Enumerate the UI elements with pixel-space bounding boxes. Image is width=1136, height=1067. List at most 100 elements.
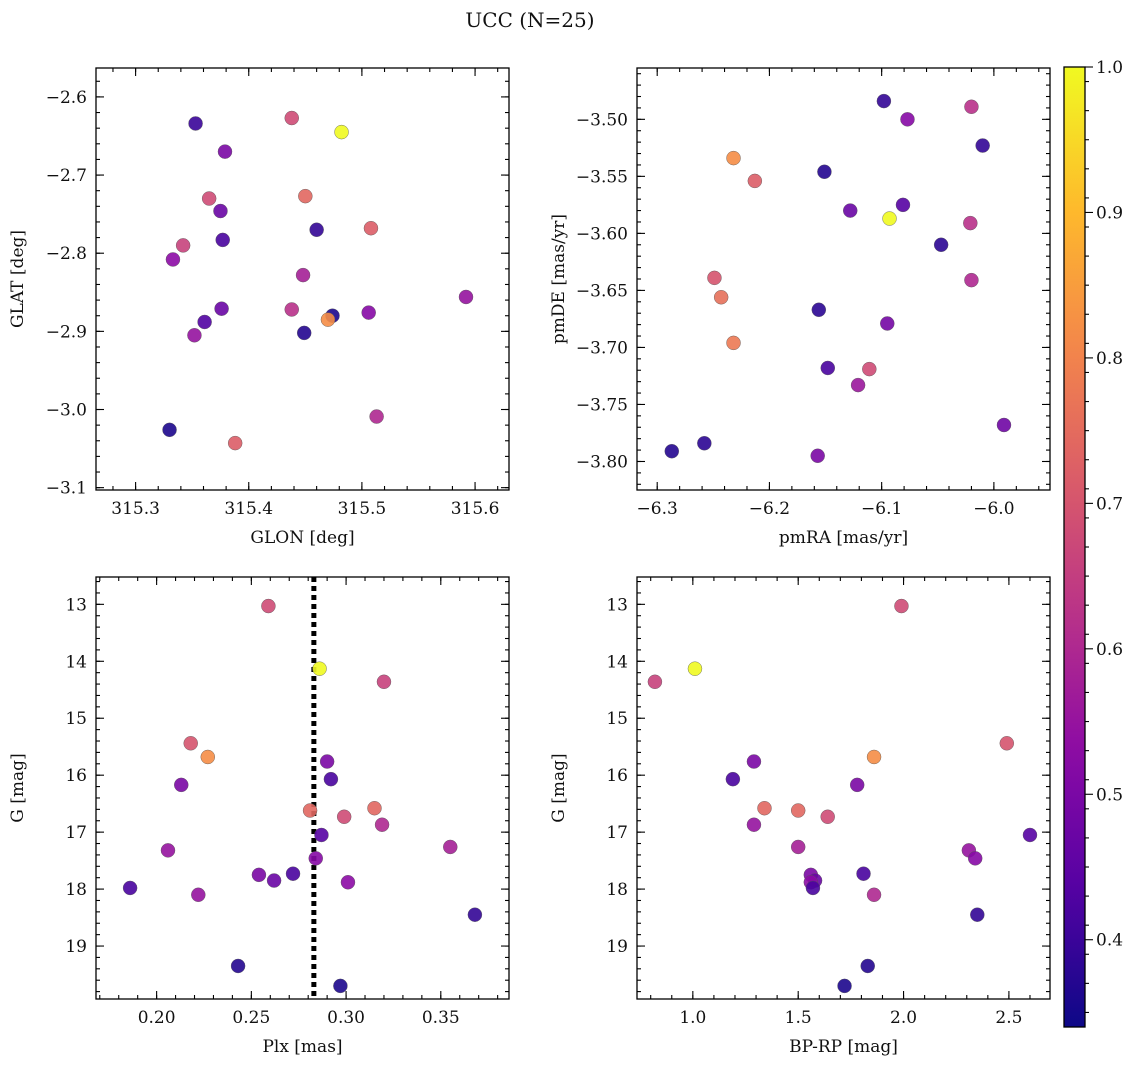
- scatter-point: [856, 866, 871, 881]
- scatter-point: [230, 958, 246, 974]
- scatter-point: [201, 191, 217, 206]
- axes-frame: [95, 576, 510, 1000]
- scatter-point: [309, 222, 324, 237]
- scatter-point: [967, 851, 983, 866]
- x-tick-label: −6.2: [749, 499, 790, 519]
- scatter-point: [866, 887, 882, 902]
- scatter-point: [467, 907, 483, 922]
- y-axis-label: GLAT [deg]: [8, 230, 28, 328]
- x-tick-label: 1.0: [679, 1008, 706, 1028]
- colorbar-tick-label: 1.0: [1096, 58, 1123, 78]
- x-tick-label: −6.0: [973, 499, 1014, 519]
- y-tick-label: 17: [606, 823, 628, 843]
- y-tick-label: 14: [606, 652, 628, 672]
- y-tick-label: 19: [606, 937, 628, 957]
- scatter-point: [850, 377, 866, 393]
- scatter-point: [333, 978, 348, 994]
- y-tick-label: 14: [65, 652, 87, 672]
- y-tick-label: −3.1: [46, 479, 87, 499]
- scatter-point: [811, 302, 827, 317]
- scatter-point: [817, 164, 832, 179]
- colorbar-frame: [1063, 66, 1086, 1028]
- y-tick-label: −3.80: [576, 452, 628, 472]
- scatter-point: [746, 754, 762, 769]
- colorbar-tick-label: 0.7: [1096, 494, 1123, 514]
- scatter-point: [862, 361, 877, 377]
- y-tick-label: −2.7: [46, 166, 87, 186]
- scatter-point: [261, 598, 276, 614]
- scatter-point: [882, 211, 897, 226]
- y-tick-label: 18: [65, 880, 87, 900]
- scatter-point: [369, 409, 384, 424]
- panel-3: 0.20 0.25 0.30 0.35 13 14 15 16 17 18 19 Plx [mas] G…: [8, 576, 510, 1057]
- scatter-point: [284, 302, 299, 317]
- scatter-point: [964, 272, 979, 288]
- scatter-point: [174, 777, 189, 793]
- scatter-point: [188, 116, 203, 131]
- y-tick-label: −3.50: [576, 110, 628, 130]
- y-tick-label: −2.8: [46, 244, 87, 264]
- colorbar-gradient: [1064, 67, 1085, 1027]
- scatter-point: [843, 203, 858, 218]
- x-axis-label: pmRA [mas/yr]: [779, 528, 908, 548]
- scatter-point: [227, 435, 243, 451]
- scatter-point: [308, 851, 323, 866]
- x-tick-label: 0.35: [422, 1008, 460, 1028]
- scatter-point: [975, 138, 990, 153]
- scatter-point: [713, 290, 729, 305]
- axes-frame: [95, 67, 510, 491]
- x-axis-label: GLON [deg]: [250, 528, 354, 548]
- scatter-point: [323, 771, 339, 787]
- scatter-point: [376, 674, 392, 689]
- scatter-point: [790, 839, 806, 855]
- scatter-point: [213, 203, 228, 219]
- scatter-point: [122, 880, 138, 896]
- scatter-point: [217, 144, 233, 159]
- y-tick-label: −2.9: [46, 322, 87, 342]
- scatter-point: [687, 661, 703, 676]
- scatter-point: [367, 801, 382, 816]
- scatter-point: [746, 817, 762, 832]
- scatter-point: [963, 215, 978, 231]
- scatter-point: [849, 777, 865, 793]
- y-tick-label: 17: [65, 823, 87, 843]
- y-tick-label: 16: [606, 766, 628, 786]
- x-tick-label: 0.30: [327, 1008, 365, 1028]
- scatter-point: [162, 422, 177, 438]
- y-axis-label: G [mag]: [549, 753, 569, 822]
- y-tick-label: −3.65: [576, 281, 628, 301]
- x-tick-label: 0.25: [232, 1008, 270, 1028]
- scatter-point: [805, 880, 821, 896]
- scatter-point: [175, 238, 191, 253]
- colorbar-tick-label: 0.9: [1096, 203, 1123, 223]
- scatter-point: [302, 803, 318, 818]
- scatter-point: [197, 314, 212, 330]
- x-tick-label: 2.0: [890, 1008, 917, 1028]
- scatter-point: [458, 289, 474, 305]
- scatter-point: [999, 736, 1015, 751]
- panels-group: 315.3 315.4 315.5 315.6 −3.1 −3.0 −2.9 −2.8 −2.7…: [8, 67, 1051, 1057]
- scatter-point: [860, 958, 875, 974]
- scatter-point: [790, 803, 806, 818]
- scatter-point: [725, 771, 741, 787]
- scatter-point: [361, 305, 376, 320]
- y-tick-label: 16: [65, 766, 87, 786]
- scatter-point: [697, 436, 712, 451]
- scatter-point: [374, 817, 390, 832]
- x-tick-label: 315.6: [451, 499, 500, 519]
- scatter-point: [215, 232, 230, 248]
- scatter-point: [837, 978, 852, 994]
- scatter-point: [295, 267, 311, 283]
- scatter-point: [443, 839, 458, 855]
- x-tick-label: 2.5: [995, 1008, 1022, 1028]
- scatter-point: [933, 237, 949, 252]
- scatter-point: [664, 444, 679, 459]
- y-tick-label: 13: [606, 595, 628, 615]
- x-tick-label: 1.5: [785, 1008, 812, 1028]
- scatter-point: [1022, 827, 1038, 843]
- scatter-point: [726, 150, 741, 166]
- x-tick-label: 315.4: [224, 499, 273, 519]
- scatter-point: [726, 335, 741, 351]
- y-tick-label: −3.75: [576, 395, 628, 415]
